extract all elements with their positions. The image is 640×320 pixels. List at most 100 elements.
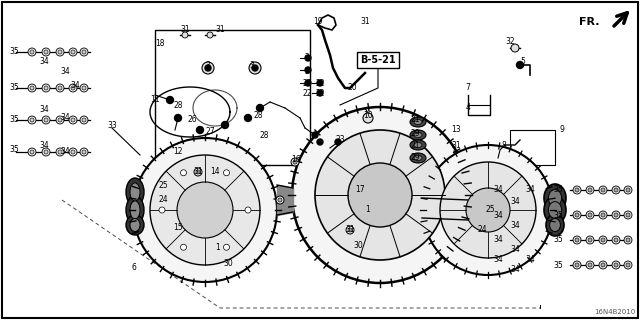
Text: 4: 4	[465, 103, 470, 113]
Circle shape	[278, 198, 282, 202]
Circle shape	[626, 188, 630, 192]
Ellipse shape	[410, 153, 426, 163]
Circle shape	[624, 261, 632, 269]
Text: 15: 15	[173, 223, 183, 233]
Circle shape	[28, 48, 36, 56]
Circle shape	[69, 84, 77, 92]
Ellipse shape	[410, 117, 426, 127]
Text: 33: 33	[107, 121, 117, 130]
Text: 35: 35	[9, 47, 19, 57]
Circle shape	[466, 188, 510, 232]
Text: 22: 22	[302, 90, 312, 99]
Text: 1: 1	[216, 244, 220, 252]
Text: 22: 22	[302, 79, 312, 89]
Text: 35: 35	[9, 84, 19, 92]
Circle shape	[588, 238, 592, 242]
Circle shape	[614, 263, 618, 267]
Circle shape	[612, 211, 620, 219]
Ellipse shape	[414, 142, 422, 148]
Text: 28: 28	[259, 131, 269, 140]
Text: 1: 1	[365, 205, 371, 214]
Text: B-5-21: B-5-21	[360, 55, 396, 65]
Circle shape	[56, 84, 64, 92]
Circle shape	[588, 213, 592, 217]
Circle shape	[71, 150, 75, 154]
Circle shape	[317, 80, 323, 86]
Circle shape	[56, 48, 64, 56]
Text: 34: 34	[510, 220, 520, 229]
Circle shape	[291, 158, 299, 166]
Circle shape	[599, 236, 607, 244]
Circle shape	[166, 97, 173, 103]
Text: 31: 31	[215, 26, 225, 35]
Ellipse shape	[544, 196, 566, 224]
Circle shape	[30, 150, 34, 154]
Circle shape	[28, 84, 36, 92]
Text: 34: 34	[493, 186, 503, 195]
Circle shape	[624, 236, 632, 244]
Circle shape	[440, 162, 536, 258]
Circle shape	[626, 263, 630, 267]
Circle shape	[196, 170, 200, 174]
Circle shape	[575, 188, 579, 192]
Circle shape	[69, 48, 77, 56]
Circle shape	[626, 238, 630, 242]
Circle shape	[221, 122, 228, 129]
Ellipse shape	[410, 140, 426, 150]
Circle shape	[245, 207, 251, 213]
Circle shape	[244, 115, 252, 122]
Text: 31: 31	[360, 18, 370, 27]
Circle shape	[601, 263, 605, 267]
Circle shape	[586, 211, 594, 219]
Bar	[510, 130, 555, 165]
Text: 34: 34	[39, 58, 49, 67]
Circle shape	[588, 188, 592, 192]
Text: 30: 30	[353, 241, 363, 250]
Circle shape	[58, 118, 62, 122]
Text: 7: 7	[465, 83, 470, 92]
Circle shape	[575, 263, 579, 267]
Ellipse shape	[130, 183, 140, 201]
Bar	[155, 30, 310, 165]
Text: 34: 34	[39, 106, 49, 115]
Circle shape	[44, 86, 48, 90]
Circle shape	[612, 236, 620, 244]
Circle shape	[69, 116, 77, 124]
Circle shape	[28, 116, 36, 124]
Circle shape	[71, 86, 75, 90]
Circle shape	[80, 48, 88, 56]
Circle shape	[44, 50, 48, 54]
Circle shape	[196, 126, 204, 133]
Text: 25: 25	[485, 205, 495, 214]
Ellipse shape	[548, 189, 562, 206]
Circle shape	[624, 211, 632, 219]
Text: 16: 16	[291, 156, 301, 164]
Text: 34: 34	[510, 197, 520, 206]
Circle shape	[573, 211, 581, 219]
Circle shape	[180, 244, 186, 250]
Text: 23: 23	[335, 135, 345, 145]
Text: 34: 34	[60, 68, 70, 76]
Circle shape	[511, 44, 519, 52]
Circle shape	[305, 55, 311, 61]
Circle shape	[601, 188, 605, 192]
Circle shape	[71, 118, 75, 122]
Text: 19: 19	[313, 18, 323, 27]
Text: 9: 9	[559, 125, 564, 134]
Text: 20: 20	[347, 84, 357, 92]
Text: 31: 31	[345, 226, 355, 235]
Circle shape	[626, 213, 630, 217]
Circle shape	[82, 86, 86, 90]
Circle shape	[586, 186, 594, 194]
Text: 32: 32	[505, 37, 515, 46]
Circle shape	[317, 90, 323, 96]
Text: 21: 21	[410, 116, 420, 124]
Text: 2: 2	[305, 53, 309, 62]
Circle shape	[249, 62, 261, 74]
Text: 13: 13	[451, 125, 461, 134]
Circle shape	[575, 238, 579, 242]
Text: 35: 35	[9, 116, 19, 124]
Text: 17: 17	[355, 186, 365, 195]
Text: 11: 11	[150, 95, 160, 105]
Text: 34: 34	[39, 140, 49, 149]
